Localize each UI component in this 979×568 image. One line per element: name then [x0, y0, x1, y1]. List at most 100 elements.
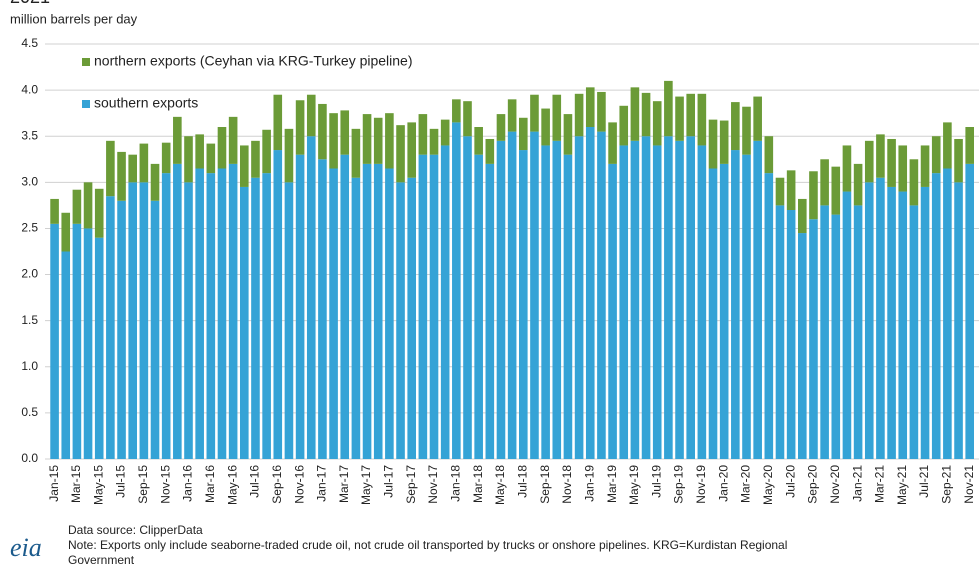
bar-segment: [329, 113, 338, 169]
bar-segment: [753, 96, 762, 141]
bar-segment: [318, 159, 327, 459]
bar-segment: [842, 145, 852, 192]
bar-segment: [965, 163, 974, 459]
bar-segment: [318, 103, 327, 160]
bar-segment: [418, 114, 428, 155]
y-tick-label: 1.5: [21, 313, 38, 327]
bar-segment: [675, 96, 684, 141]
bar-segment: [94, 237, 104, 459]
bar-segment: [50, 223, 59, 459]
bar-segment: [820, 205, 829, 459]
bar-segment: [217, 168, 227, 459]
x-tick-label: Mar-21: [873, 465, 887, 503]
bar-segment: [72, 223, 82, 459]
bar-segment: [240, 145, 249, 187]
bar-segment: [920, 186, 930, 459]
bar-segment: [94, 188, 104, 238]
x-tick-label: May-21: [895, 465, 909, 505]
bar-segment: [719, 120, 729, 164]
bar-segment: [173, 163, 182, 459]
bar-segment: [206, 143, 216, 174]
bar-segment: [295, 154, 305, 459]
y-tick-label: 1.0: [21, 359, 38, 373]
x-tick-label: Jan-20: [716, 465, 730, 502]
bar-segment: [407, 122, 416, 178]
bar-segment: [463, 136, 472, 459]
bar-segment: [173, 116, 182, 164]
bar-segment: [284, 182, 294, 460]
bar-segment: [887, 138, 896, 187]
x-tick-label: May-15: [91, 465, 105, 505]
bar-segment: [440, 119, 450, 146]
note: Note: Exports only include seaborne-trad…: [68, 538, 787, 552]
bar-segment: [284, 128, 294, 183]
bar-segment: [440, 145, 450, 459]
x-tick-label: Jan-15: [47, 465, 61, 502]
x-tick-label: Jul-16: [248, 465, 262, 498]
bar-segment: [61, 212, 71, 252]
bar-segment: [876, 134, 885, 178]
bar-segment: [429, 128, 439, 155]
x-tick-label: May-20: [761, 465, 775, 505]
legend-swatch: [82, 100, 90, 108]
bar-segment: [853, 163, 863, 206]
x-tick-label: Nov-20: [828, 465, 842, 504]
bar-segment: [876, 177, 885, 459]
bar-segment: [641, 136, 651, 459]
bar-segment: [72, 189, 82, 224]
bar-segment: [251, 140, 260, 178]
bar-segment: [809, 219, 818, 459]
bar-segment: [652, 101, 662, 146]
source: Data source: ClipperData: [68, 523, 203, 537]
bar-segment: [117, 200, 126, 459]
bar-segment: [128, 154, 137, 183]
bar-segment: [295, 100, 305, 155]
y-tick-label: 0.5: [21, 405, 38, 419]
bar-segment: [340, 110, 350, 155]
bar-segment: [396, 182, 405, 460]
bar-segment: [719, 163, 729, 459]
bar-segment: [262, 173, 271, 459]
x-tick-label: Jan-17: [315, 465, 329, 502]
bar-segment: [83, 182, 93, 229]
bar-segment: [362, 114, 372, 164]
bar-segment: [519, 150, 528, 460]
x-tick-label: Mar-19: [605, 465, 619, 503]
x-tick-label: May-16: [225, 465, 239, 505]
bar-segment: [273, 150, 283, 460]
bar-segment: [396, 125, 405, 183]
x-tick-label: Nov-21: [962, 465, 976, 504]
bar-segment: [697, 145, 707, 459]
bar-segment: [139, 143, 149, 183]
bar-segment: [418, 154, 428, 459]
bar-segment: [385, 168, 394, 459]
bar-segment: [184, 182, 193, 460]
y-tick-label: 4.5: [21, 36, 38, 50]
bar-segment: [351, 128, 361, 178]
bar-segment: [306, 136, 316, 459]
bar-segment: [240, 186, 249, 459]
bar-segment: [820, 159, 829, 206]
bar-segment: [195, 134, 204, 169]
x-tick-label: Mar-16: [203, 465, 217, 503]
bar-segment: [474, 154, 483, 459]
bar-segment: [842, 191, 852, 460]
y-tick-label: 2.0: [21, 267, 38, 281]
bar-segment: [373, 117, 383, 164]
bar-segment: [50, 198, 59, 224]
bar-segment: [106, 196, 115, 459]
bar-segment: [775, 205, 785, 459]
bar-segment: [362, 163, 372, 459]
bar-segment: [228, 163, 238, 459]
x-tick-label: Jul-18: [515, 465, 529, 498]
bar-segment: [798, 198, 807, 234]
bar-segment: [920, 145, 930, 187]
bar-segment: [373, 163, 383, 459]
bar-segment: [574, 93, 584, 137]
legend-label: southern exports: [94, 95, 198, 111]
bar-segment: [619, 105, 629, 146]
x-tick-label: Sep-21: [940, 465, 954, 504]
x-tick-label: Mar-20: [739, 465, 753, 503]
bar-segment: [943, 168, 952, 459]
bar-segment: [340, 154, 350, 459]
